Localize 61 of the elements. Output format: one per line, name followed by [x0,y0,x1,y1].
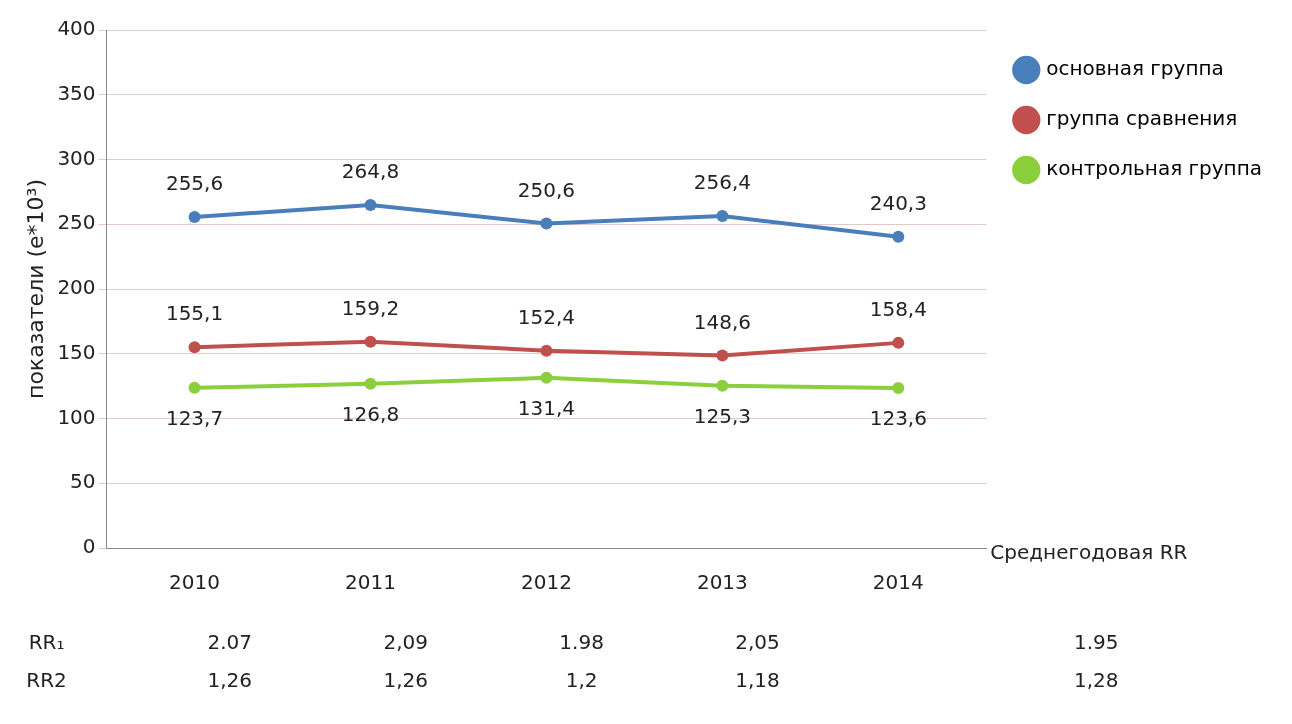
point [716,379,729,392]
data-label: 152,4 [517,304,576,329]
x-tick-label: 2010 [169,570,220,595]
point [892,230,905,243]
point [540,344,553,357]
y-tick-label: 350 [57,80,96,105]
data-label: 126,8 [341,402,400,426]
y-axis-title: показатели (е*10³) [22,178,48,400]
data-label: 123,7 [165,406,224,431]
data-label: 255,6 [165,171,224,196]
x-tick-label: 2012 [520,570,572,595]
point [540,217,553,230]
y-tick-label: 300 [57,145,96,170]
point [716,349,729,362]
y-tick-label: 250 [57,210,96,235]
data-label: 264,8 [341,159,400,184]
data-label: 159,2 [341,296,400,321]
point [188,381,201,394]
y-tick-label: 150 [57,339,96,364]
text: 1,18 [735,668,780,692]
text: 1.98 [559,630,604,654]
text: Среднегодовая RR [990,540,1188,565]
point [540,371,553,384]
point [364,199,377,212]
y-tick-label: 100 [57,404,96,429]
data-label: 123,6 [869,406,927,431]
text: 2,05 [735,630,780,654]
x-tick-label: 2013 [696,570,748,595]
point [188,211,201,223]
legend-label: группа сравнения [1046,106,1238,131]
text: 2,09 [383,630,428,654]
y-tick-label: 200 [57,275,96,300]
data-label: 131,4 [517,396,576,421]
legend-label: основная группа [1046,56,1224,81]
data-label: 250,6 [517,177,576,202]
point [364,335,377,348]
text: 2.07 [207,630,252,654]
text: RR₁ [28,630,65,654]
y-tick-label: 0 [82,534,96,559]
point [188,341,201,354]
text: 1,2 [565,668,598,692]
point [364,377,377,390]
text: 1.95 [1074,630,1119,654]
y-tick-label: 400 [57,16,96,41]
text: 1,28 [1074,668,1119,692]
data-label: 256,4 [693,170,752,195]
point [892,381,905,394]
text: 1,26 [207,668,252,692]
point [716,209,729,222]
data-label: 240,3 [869,191,927,216]
y-tick-label: 50 [70,469,96,494]
data-label: 155,1 [165,301,224,326]
x-tick-label: 2014 [872,570,924,595]
point [892,336,905,349]
data-label: 125,3 [693,403,752,428]
data-label: 158,4 [869,297,927,322]
data-label: 148,6 [693,309,752,334]
x-tick-label: 2011 [345,570,396,595]
text: 1,26 [383,668,428,692]
legend-label: контрольная группа [1046,156,1263,181]
text: RR2 [26,668,67,692]
